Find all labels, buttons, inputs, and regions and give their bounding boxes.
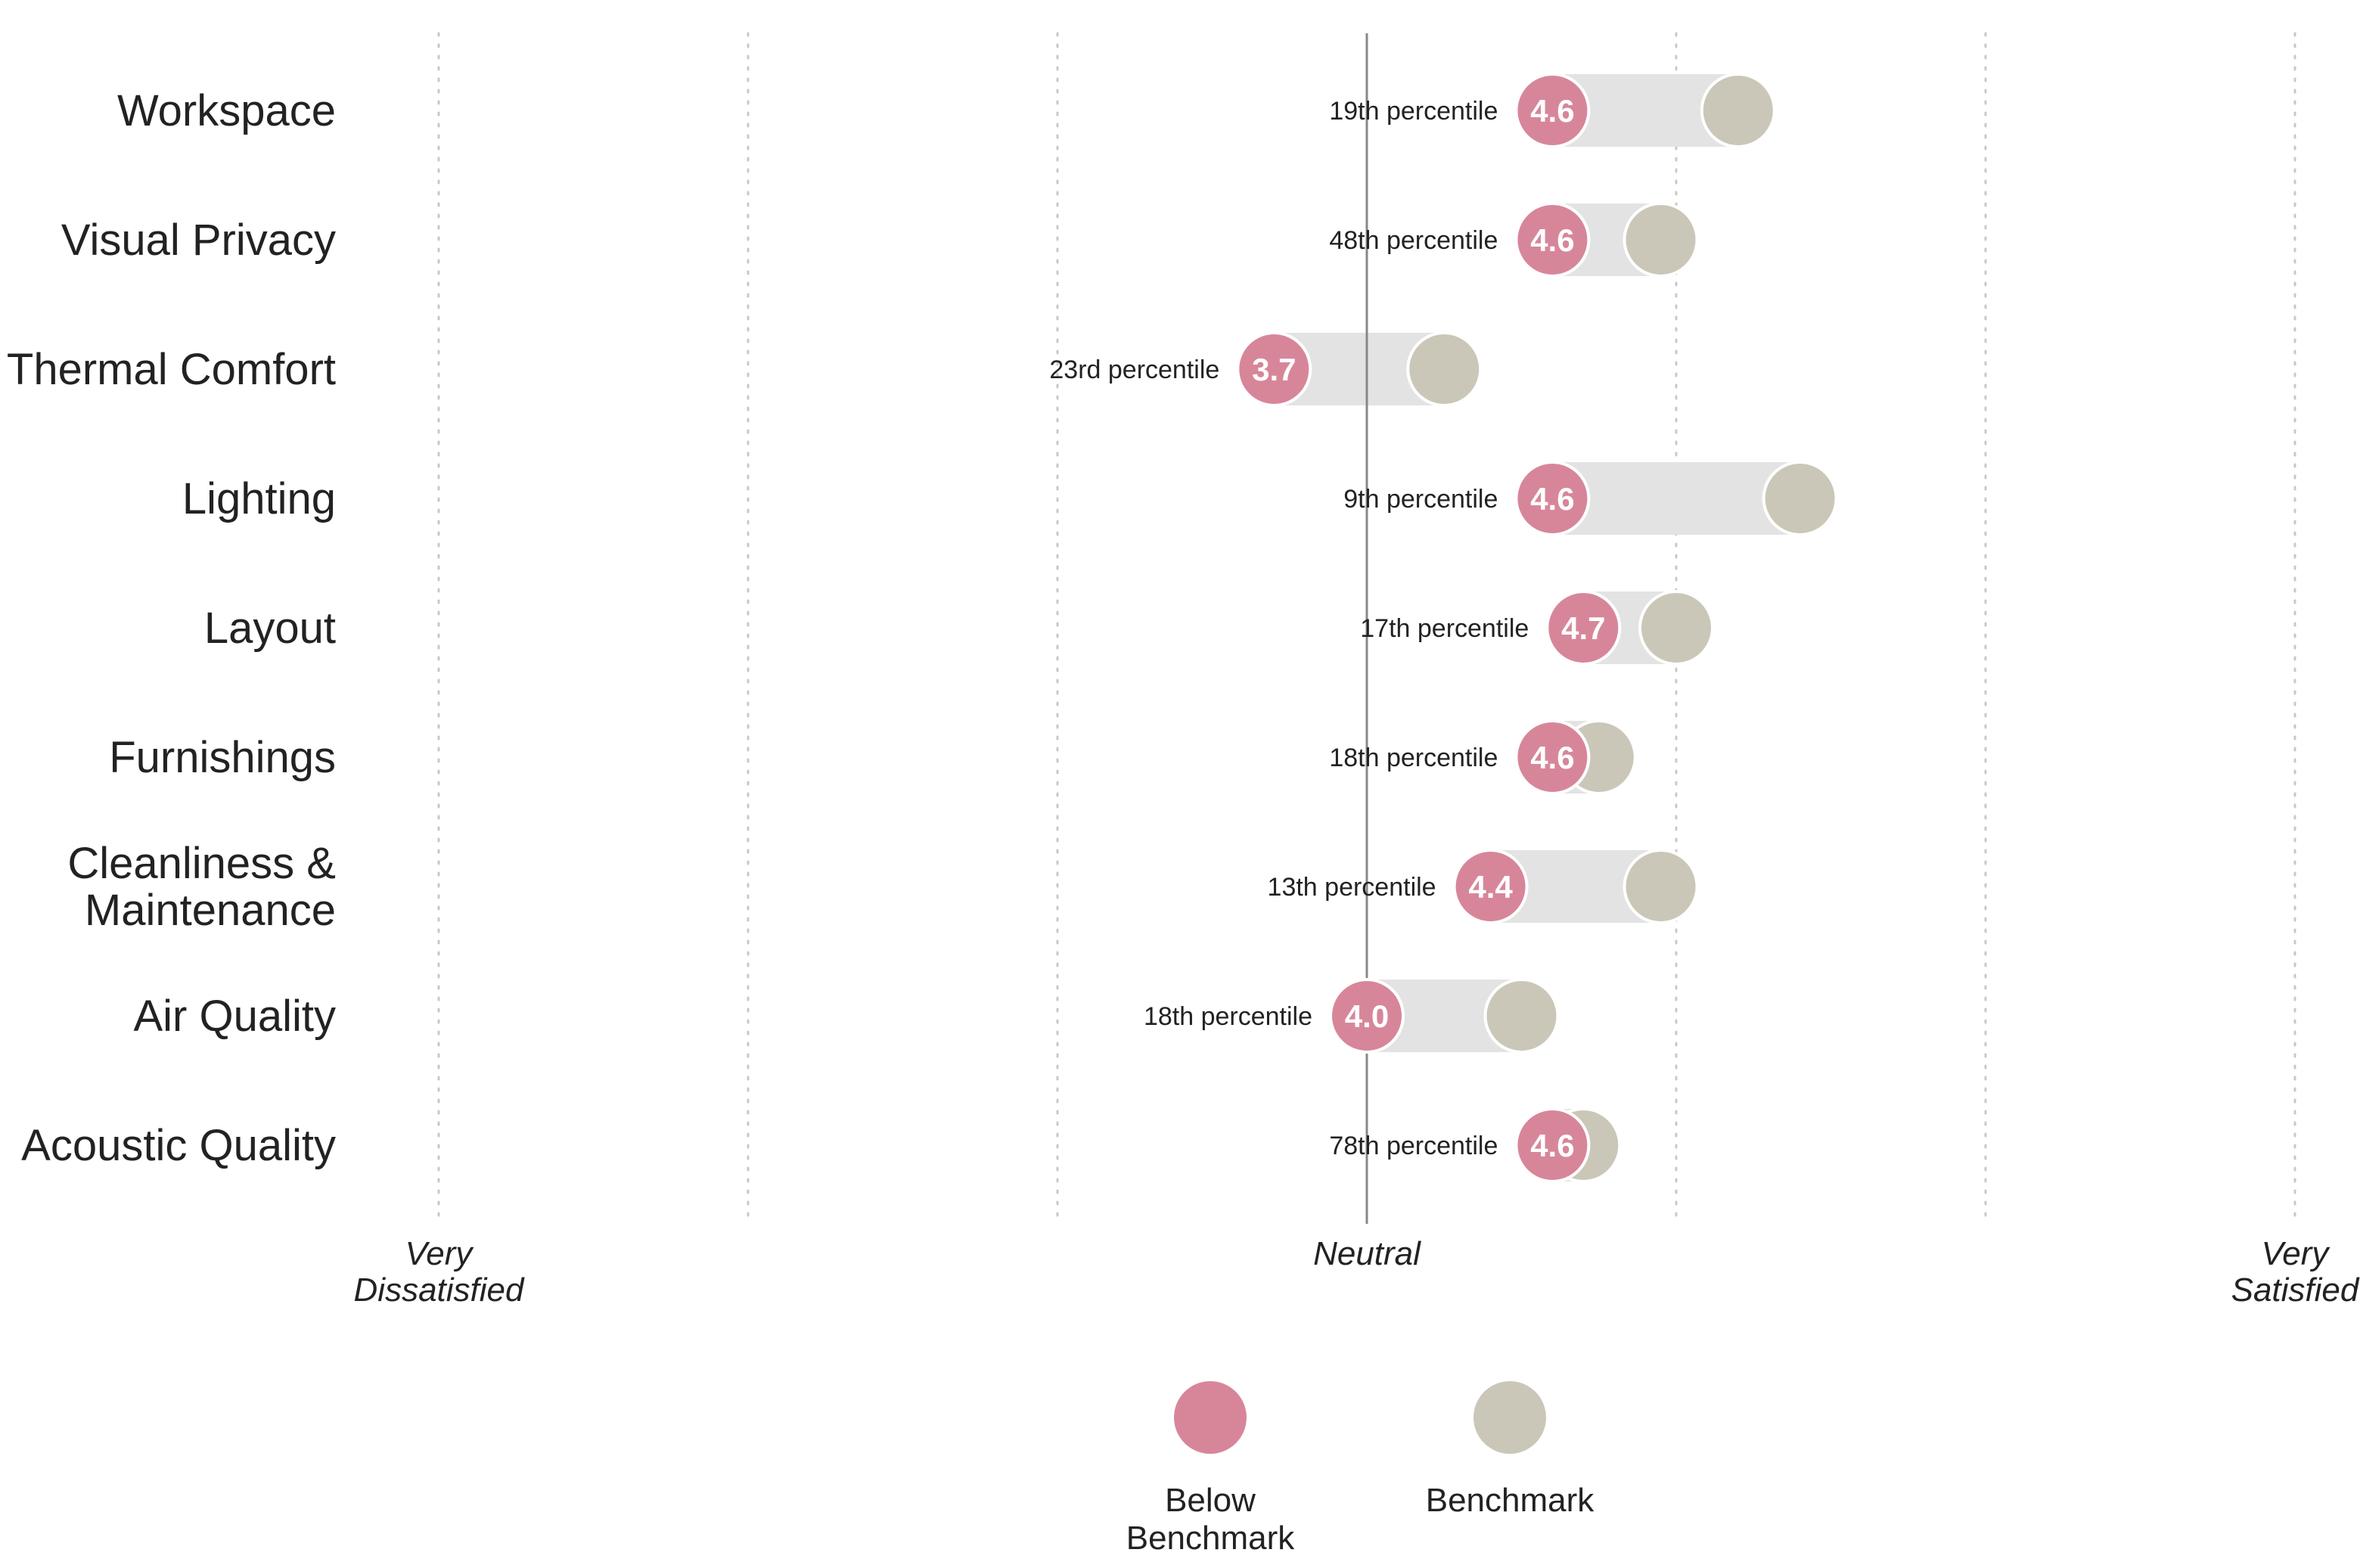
category-label: Acoustic Quality [21,1121,336,1170]
category-label-line: Air Quality [133,992,336,1041]
category-label-line: Acoustic Quality [21,1121,336,1170]
percentile-label: 23rd percentile [1049,356,1219,384]
below-benchmark-marker [1329,978,1405,1054]
x-axis-label: Very Satisfied [2231,1235,2360,1309]
score-label: 4.0 [1345,998,1389,1034]
below-benchmark-marker [1514,202,1591,278]
score-label: 4.6 [1530,93,1574,129]
legend-label-line: Benchmark [1426,1482,1595,1519]
category-label-line: Visual Privacy [61,216,336,265]
score-label: 4.6 [1530,481,1574,517]
percentile-label: 13th percentile [1268,873,1436,902]
score-label: 3.7 [1252,352,1296,387]
markers: 4.6 19th percentile 4.6 48th percentile 3.7 2… [1049,73,1838,1183]
below-benchmark-marker [1514,73,1591,148]
category-label: Workspace [117,86,336,135]
x-axis-label-line: Neutral [1313,1235,1421,1272]
score-label: 4.4 [1468,869,1513,905]
category-label: Lighting [182,474,336,523]
percentile-label: 9th percentile [1343,485,1498,514]
percentile-label: 48th percentile [1329,226,1498,255]
category-labels: Workspace Visual Privacy Thermal Comfort Li… [7,86,336,1170]
legend-label: Below Benchmark [1126,1482,1296,1557]
benchmark-marker [1638,590,1714,666]
x-axis-label: Neutral [1313,1235,1421,1272]
range-bar [1552,462,1800,535]
legend-label-line: Below [1165,1482,1256,1519]
category-label: Furnishings [109,733,336,782]
x-axis-label-line: Very [2262,1235,2331,1272]
below-benchmark-marker [1514,461,1591,536]
below-benchmark-marker [1236,331,1312,407]
benchmark-marker [1622,849,1699,924]
x-axis-label-line: Very [405,1235,475,1272]
score-label: 4.6 [1530,1128,1574,1163]
benchmark-marker [1406,331,1483,407]
category-label-line: Thermal Comfort [7,345,336,394]
x-axis-label-line: Satisfied [2231,1271,2360,1309]
category-label: Cleanliness & Maintenance [67,839,336,935]
percentile-label: 18th percentile [1144,1002,1312,1031]
category-label-line: Cleanliness & [67,839,336,888]
category-label-line: Workspace [117,86,336,135]
legend-swatch [1473,1381,1546,1454]
below-benchmark-marker [1545,590,1622,666]
category-label: Visual Privacy [61,216,336,265]
category-label: Thermal Comfort [7,345,336,394]
below-benchmark-marker [1452,849,1529,924]
benchmark-marker [1762,461,1838,536]
percentile-label: 78th percentile [1329,1132,1498,1160]
below-benchmark-marker [1514,1107,1591,1183]
percentile-label: 17th percentile [1360,614,1529,643]
legend-label-line: Benchmark [1126,1520,1296,1557]
percentile-label: 19th percentile [1329,97,1498,126]
below-benchmark-marker [1514,719,1591,795]
legend-swatch [1174,1381,1247,1454]
score-label: 4.7 [1561,610,1605,646]
score-label: 4.6 [1530,740,1574,775]
category-label-line: Furnishings [109,733,336,782]
category-label: Layout [204,604,336,653]
benchmark-marker [1483,978,1560,1054]
benchmark-marker [1700,73,1776,148]
category-label: Air Quality [133,992,336,1041]
category-label-line: Layout [204,604,336,653]
category-label-line: Lighting [182,474,336,523]
score-label: 4.6 [1530,222,1574,258]
x-axis-label: Very Dissatisfied [354,1235,525,1309]
legend-label: Benchmark [1426,1482,1595,1519]
x-axis-label-line: Dissatisfied [354,1271,525,1309]
benchmark-marker [1622,202,1699,278]
category-label-line: Maintenance [85,886,336,935]
percentile-label: 18th percentile [1329,744,1498,772]
